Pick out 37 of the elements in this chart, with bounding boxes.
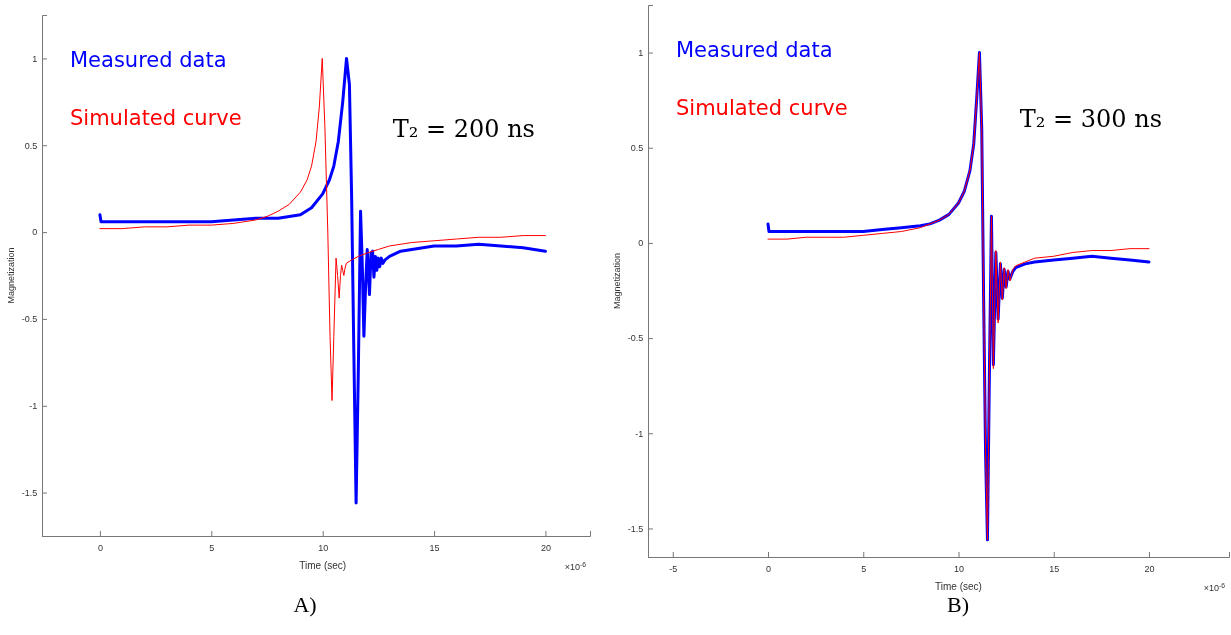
text: ×10$^{-6}$: [1203, 581, 1226, 593]
text: Simulated curve: [676, 96, 848, 120]
y-tick-label: -1.5: [627, 523, 644, 534]
x-tick-label: 20: [540, 542, 551, 553]
x-tick-label: 5: [209, 542, 215, 553]
y-tick-label: -1: [635, 428, 644, 439]
x-tick-label: 10: [318, 542, 329, 553]
y-tick-label: 1: [638, 47, 644, 58]
x-tick-label: 5: [861, 563, 867, 574]
y-tick-label: -1.5: [21, 487, 38, 498]
annotation: T₂ = 300 ns: [1019, 105, 1163, 133]
y-tick-label: -0.5: [627, 333, 644, 344]
y-tick-label: -1: [29, 401, 38, 412]
text: B): [947, 592, 969, 617]
x-tick-label: 15: [429, 542, 440, 553]
annotation: T₂ = 200 ns: [392, 115, 535, 143]
x-tick-label: 0: [97, 542, 103, 553]
x-axis-title: Time (sec): [299, 560, 347, 571]
y-tick-label: 0: [638, 238, 644, 249]
x-tick-label: -5: [669, 563, 678, 574]
x-tick-label: 20: [1144, 563, 1155, 574]
x-tick-label: 15: [1049, 563, 1060, 574]
y-tick-label: -0.5: [21, 314, 38, 325]
text: Simulated curve: [70, 106, 242, 130]
text: ×10$^{-6}$: [564, 560, 587, 572]
text: Measured data: [70, 48, 227, 72]
y-tick-label: 1: [32, 53, 38, 64]
y-tick-label: 0: [32, 227, 38, 238]
text: Measured data: [676, 38, 833, 62]
text: A): [293, 592, 317, 617]
x-axis-title: Time (sec): [935, 581, 982, 592]
y-axis-title: Magnetization: [612, 252, 622, 310]
x-tick-label: 10: [953, 563, 965, 574]
y-tick-label: 0.5: [24, 140, 38, 151]
x-tick-label: 0: [766, 563, 772, 574]
y-axis-title: Magnetization: [6, 247, 16, 304]
y-tick-label: 0.5: [630, 143, 644, 154]
